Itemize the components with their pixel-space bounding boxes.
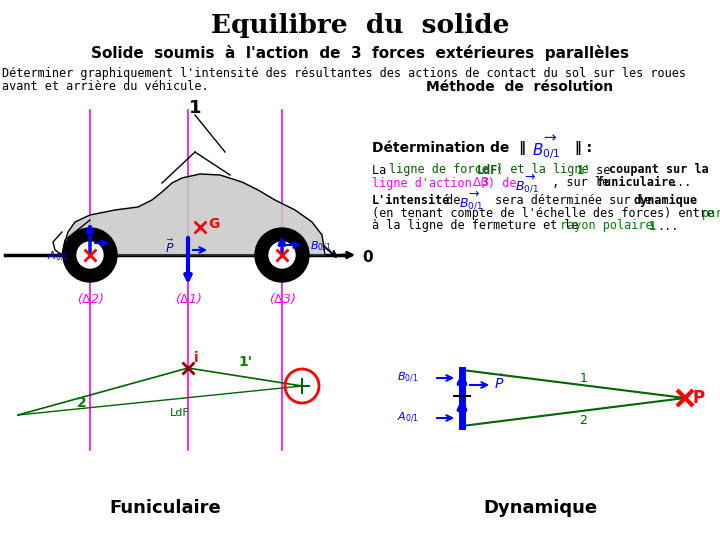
- Text: ligne d'action (: ligne d'action (: [372, 177, 486, 190]
- Text: 1: 1: [580, 372, 588, 384]
- Text: funiculaire: funiculaire: [597, 177, 675, 190]
- Text: $\overrightarrow{B_{0/1}}$: $\overrightarrow{B_{0/1}}$: [532, 134, 561, 162]
- Text: La: La: [372, 164, 393, 177]
- Text: ) et la ligne: ) et la ligne: [496, 164, 595, 177]
- Text: Dynamique: Dynamique: [483, 499, 597, 517]
- Text: ligne de force (: ligne de force (: [389, 164, 503, 177]
- Text: Equilibre  du  solide: Equilibre du solide: [211, 12, 509, 37]
- Text: 1: 1: [649, 219, 656, 233]
- Circle shape: [269, 242, 295, 268]
- Text: $\overrightarrow{B_{0/1}}$: $\overrightarrow{B_{0/1}}$: [459, 189, 483, 211]
- Circle shape: [77, 242, 103, 268]
- Text: Funiculaire: Funiculaire: [109, 499, 221, 517]
- Text: Méthode  de  résolution: Méthode de résolution: [426, 80, 613, 94]
- Text: , sur le: , sur le: [545, 177, 616, 190]
- Circle shape: [63, 228, 117, 282]
- Text: Solide  soumis  à  l'action  de  3  forces  extérieures  parallèles: Solide soumis à l'action de 3 forces ext…: [91, 45, 629, 61]
- Text: se: se: [589, 164, 618, 177]
- Text: ($\Delta$2): ($\Delta$2): [76, 291, 104, 306]
- Text: Déterminer graphiquement l'intensité des résultantes des actions de contact du s: Déterminer graphiquement l'intensité des…: [2, 66, 686, 79]
- Text: sera déterminée sur le: sera déterminée sur le: [488, 193, 659, 206]
- Text: ($\Delta$1): ($\Delta$1): [174, 291, 202, 306]
- Text: ) de: ) de: [488, 177, 523, 190]
- Text: P: P: [693, 389, 705, 407]
- Text: avant et arrière du véhicule.: avant et arrière du véhicule.: [2, 80, 209, 93]
- Text: rayon polaire: rayon polaire: [560, 219, 660, 233]
- Text: G: G: [208, 217, 220, 231]
- Text: $B_{0/1}$: $B_{0/1}$: [310, 240, 331, 254]
- Text: ($\Delta$3): ($\Delta$3): [269, 291, 295, 306]
- Text: ...: ...: [657, 219, 678, 233]
- Text: 2: 2: [580, 415, 588, 428]
- Text: L'intensité: L'intensité: [372, 193, 451, 206]
- Text: coupant sur la: coupant sur la: [609, 164, 708, 177]
- Text: 1': 1': [577, 164, 591, 177]
- Text: Détermination de  ‖: Détermination de ‖: [372, 141, 531, 156]
- Circle shape: [255, 228, 309, 282]
- Text: $\overrightarrow{B_{0/1}}$: $\overrightarrow{B_{0/1}}$: [515, 172, 539, 194]
- Text: $\vec{P}$: $\vec{P}$: [166, 238, 175, 255]
- Text: ‖ :: ‖ :: [570, 141, 592, 155]
- Text: à la ligne de fermeture et le: à la ligne de fermeture et le: [372, 219, 586, 233]
- Text: (en tenant compte de l'échelle des forces) entre la: (en tenant compte de l'échelle des force…: [372, 206, 720, 219]
- Text: ...: ...: [670, 177, 691, 190]
- Text: $\Delta$3: $\Delta$3: [472, 177, 490, 190]
- Text: 2: 2: [77, 396, 87, 410]
- Text: $B_{0/1}$: $B_{0/1}$: [397, 371, 418, 385]
- Text: 1': 1': [239, 355, 253, 369]
- Text: dynamique: dynamique: [634, 193, 698, 206]
- Text: 0: 0: [362, 251, 373, 266]
- Text: LdF: LdF: [170, 408, 190, 418]
- Text: $\vec{P}$: $\vec{P}$: [494, 374, 504, 393]
- Text: $A_{0/1}$: $A_{0/1}$: [47, 250, 69, 264]
- Text: i: i: [194, 351, 198, 365]
- Polygon shape: [62, 174, 325, 255]
- Text: de: de: [439, 193, 467, 206]
- Text: 1: 1: [189, 99, 202, 117]
- Text: parallèle: parallèle: [702, 206, 720, 219]
- Text: $A_{0/1}$: $A_{0/1}$: [397, 411, 419, 425]
- Text: LdF: LdF: [477, 164, 498, 177]
